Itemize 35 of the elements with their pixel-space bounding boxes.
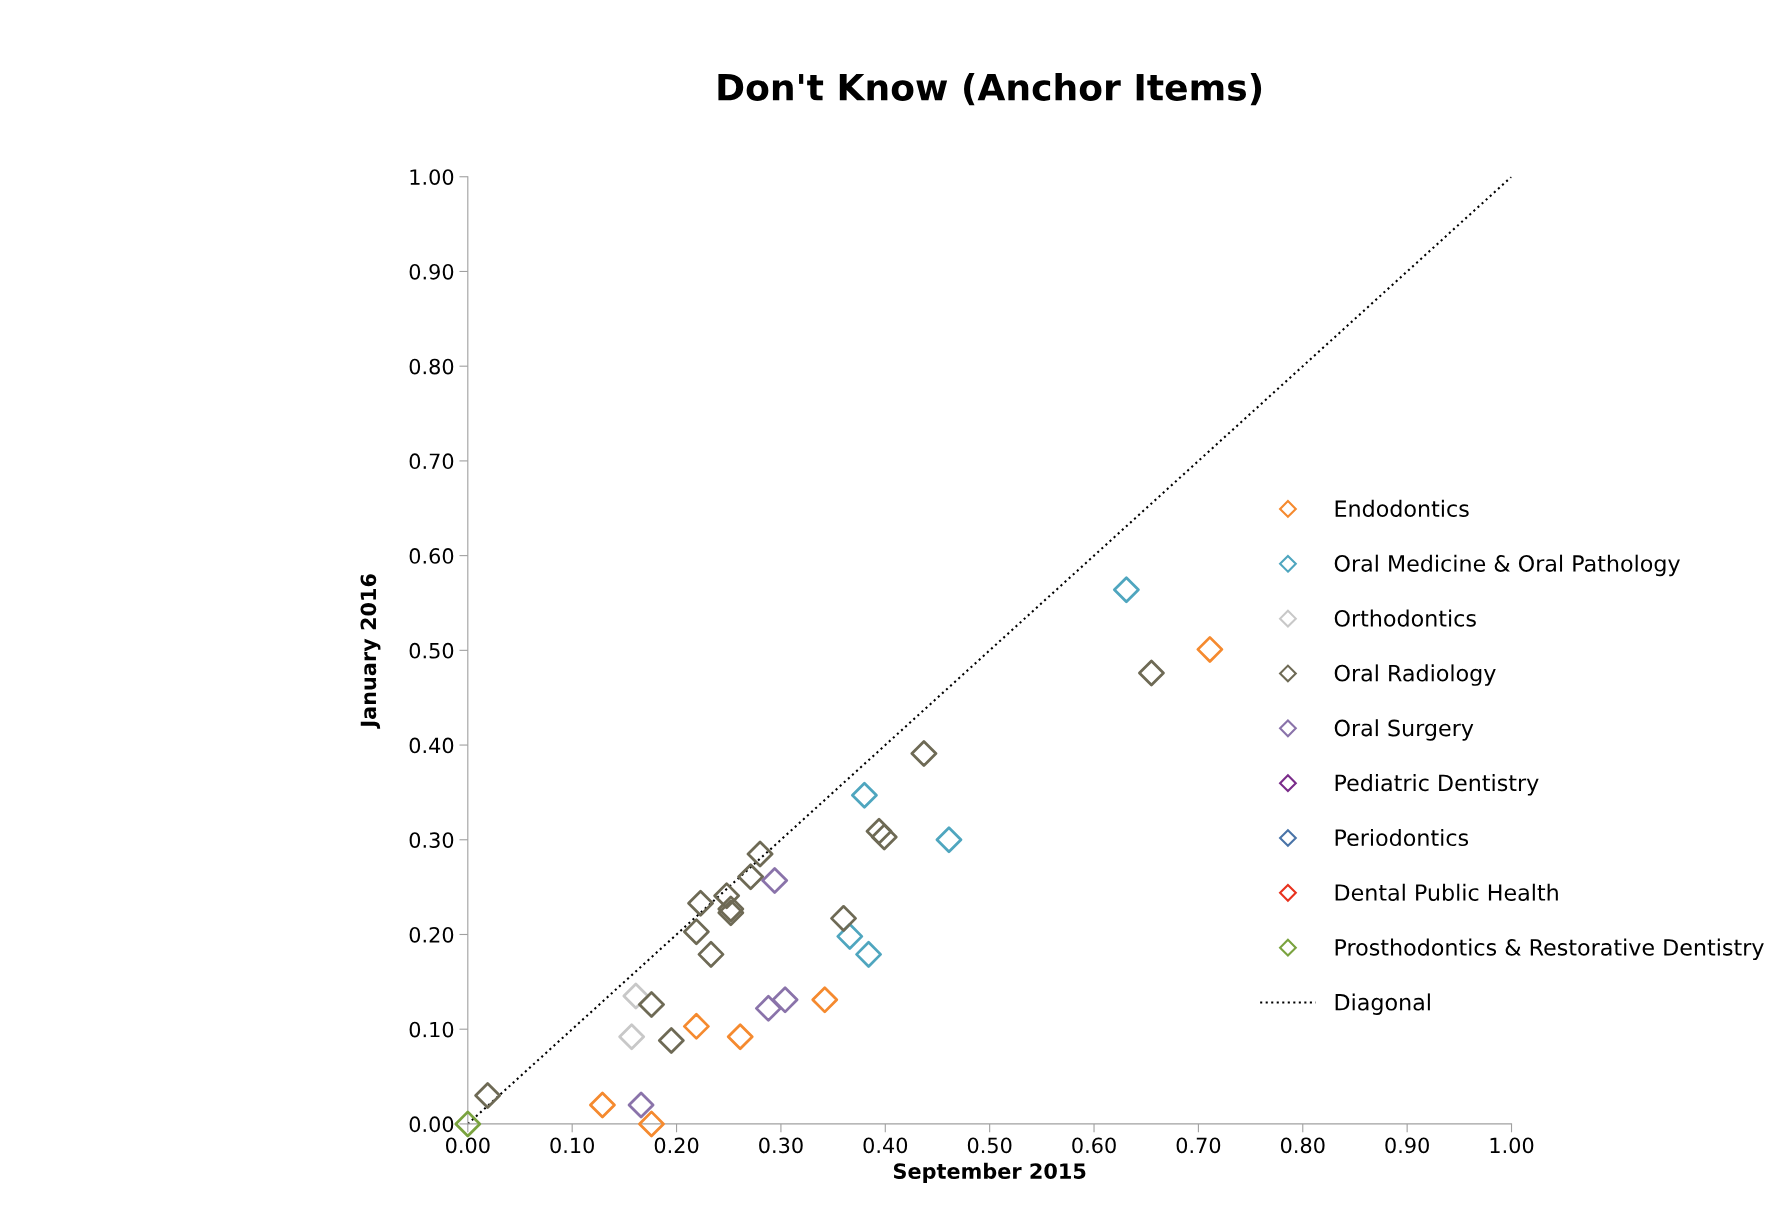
x-tick-label: 0.20 xyxy=(654,1137,699,1154)
legend-label: Oral Radiology xyxy=(1334,664,1496,686)
y-tick-label: 0.80 xyxy=(409,358,454,375)
x-tick-label: 0.40 xyxy=(863,1137,908,1154)
y-tick-label: 0.40 xyxy=(409,737,454,754)
y-tick-label: 0.00 xyxy=(409,1116,454,1133)
y-tick-label: 0.30 xyxy=(409,832,454,848)
y-tick-label: 0.70 xyxy=(409,453,454,470)
x-tick-label: 0.30 xyxy=(759,1137,803,1154)
y-axis-title: January 2016 xyxy=(360,574,381,729)
legend-label: Periodontics xyxy=(1335,828,1469,847)
legend-label: Orthodontics xyxy=(1334,609,1476,627)
legend-label: Oral Medicine & Oral Pathology xyxy=(1334,554,1680,577)
x-tick-label: 0.90 xyxy=(1385,1137,1429,1154)
x-tick-label: 0.60 xyxy=(1072,1137,1116,1154)
legend-label: Dental Public Health xyxy=(1335,883,1558,901)
legend-label: Endodontics xyxy=(1335,499,1469,518)
x-tick-label: 0.00 xyxy=(445,1137,490,1154)
legend-label: Pediatric Dentistry xyxy=(1335,774,1539,796)
legend-label: Prosthodontics & Restorative Dentistry xyxy=(1335,938,1764,961)
x-tick-label: 0.80 xyxy=(1280,1137,1325,1154)
x-tick-label: 0.70 xyxy=(1176,1137,1221,1154)
y-tick-label: 0.50 xyxy=(409,642,454,659)
x-axis-title: September 2015 xyxy=(893,1162,1086,1183)
y-tick-label: 0.90 xyxy=(409,263,454,280)
y-tick-label: 0.60 xyxy=(409,548,454,564)
y-tick-label: 0.10 xyxy=(409,1021,454,1038)
x-tick-label: 0.10 xyxy=(550,1137,594,1154)
chart-title: Don't Know (Anchor Items) xyxy=(718,72,1262,106)
y-tick-label: 1.00 xyxy=(410,169,454,185)
legend-label: Diagonal xyxy=(1335,993,1430,1015)
x-tick-label: 0.50 xyxy=(967,1137,1012,1154)
legend-label: Oral Surgery xyxy=(1334,719,1474,741)
x-tick-label: 1.00 xyxy=(1490,1137,1534,1154)
y-tick-label: 0.20 xyxy=(409,926,454,943)
